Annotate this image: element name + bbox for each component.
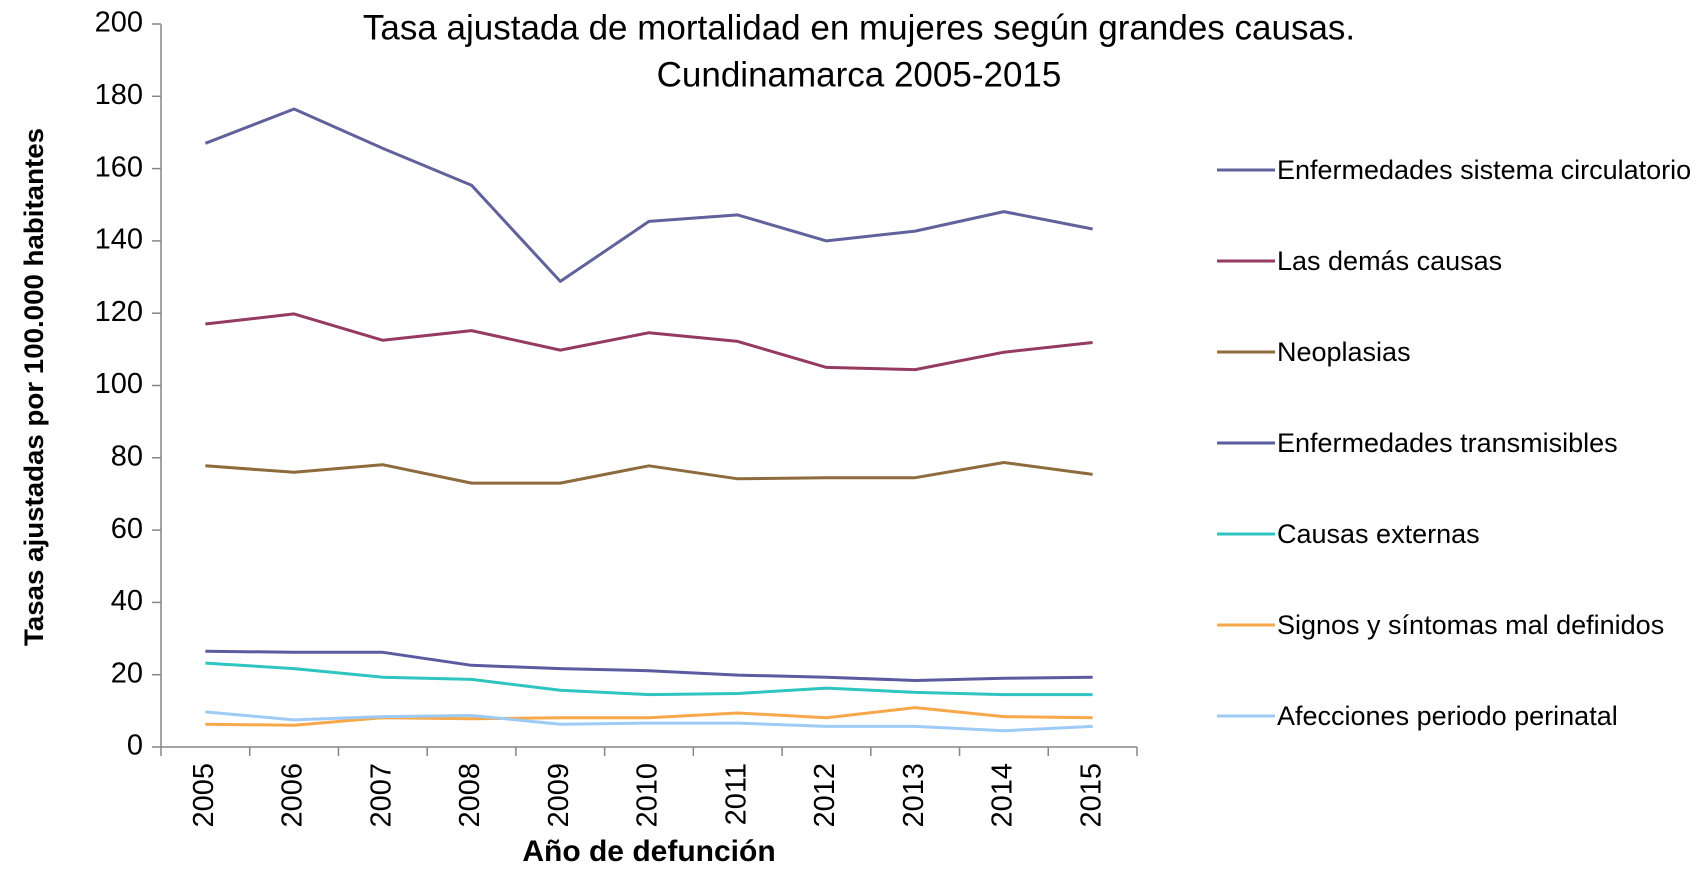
series-line (205, 461, 1093, 485)
legend-label: Enfermedades sistema circulatorio (1277, 154, 1692, 185)
y-axis-label: Tasas ajustadas por 100.000 habitantes (19, 128, 49, 646)
x-tick-label: 2014 (987, 763, 1019, 828)
y-tick-label: 160 (95, 151, 143, 183)
series-line (204, 107, 1093, 283)
x-tick-label: 2007 (365, 763, 397, 828)
y-tick-label: 60 (111, 513, 143, 545)
y-tick-label: 140 (95, 224, 143, 256)
series-line (205, 649, 1093, 682)
series-line (205, 312, 1093, 372)
x-tick-label: 2012 (809, 763, 841, 828)
legend-label: Enfermedades transmisibles (1277, 427, 1618, 458)
legend-label: Causas externas (1277, 518, 1480, 549)
chart-subtitle: Cundinamarca 2005-2015 (657, 55, 1062, 94)
legend-label: Afecciones periodo perinatal (1277, 700, 1618, 731)
y-tick-label: 0 (127, 730, 143, 762)
chart-title: Tasa ajustada de mortalidad en mujeres s… (363, 8, 1355, 47)
y-tick-label: 20 (111, 657, 143, 689)
y-tick-label: 80 (111, 440, 143, 472)
y-tick-label: 40 (111, 585, 143, 617)
x-tick-label: 2010 (632, 763, 664, 828)
series-line (205, 706, 1093, 727)
x-tick-label: 2006 (277, 763, 309, 828)
legend-label: Signos y síntomas mal definidos (1277, 609, 1665, 640)
legend-label: Las demás causas (1277, 245, 1503, 276)
y-tick-label: 200 (95, 7, 143, 39)
y-tick-label: 120 (95, 296, 143, 328)
series-line (205, 710, 1093, 733)
x-tick-label: 2013 (898, 763, 930, 828)
x-axis-label: Año de defunción (522, 835, 775, 868)
y-tick-label: 100 (95, 368, 143, 400)
x-tick-label: 2005 (188, 763, 220, 828)
legend-label: Neoplasias (1277, 336, 1411, 367)
x-tick-label: 2009 (543, 763, 575, 828)
y-tick-label: 180 (95, 79, 143, 111)
x-tick-label: 2011 (720, 763, 752, 825)
series-line (205, 661, 1093, 697)
x-tick-label: 2015 (1075, 763, 1107, 828)
x-tick-label: 2008 (454, 763, 486, 828)
